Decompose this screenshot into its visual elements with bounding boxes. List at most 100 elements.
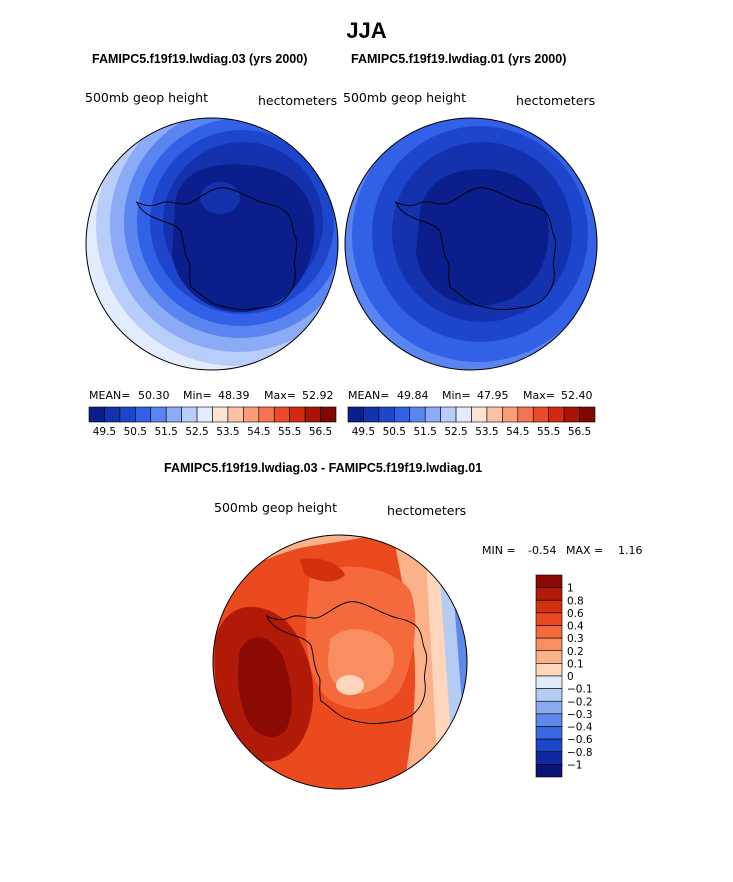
panel2-colorbar-cell: [486, 406, 503, 423]
panel1-mean-label: MEAN=: [89, 389, 131, 402]
panel2-colorbar-cell: [502, 406, 519, 423]
diff-colorbar-cell: [535, 738, 563, 753]
panel1-units-label: hectometers: [258, 93, 338, 108]
panel2-min-value: 47.95: [477, 389, 509, 402]
panel2-case-title: FAMIPC5.f19f19.lwdiag.01 (yrs 2000): [351, 52, 567, 66]
diff-colorbar-cell: [535, 612, 563, 626]
diff-colorbar-tick-label: −0.4: [567, 722, 593, 734]
diff-case-title: FAMIPC5.f19f19.lwdiag.03 - FAMIPC5.f19f1…: [164, 461, 483, 475]
diff-min-value: -0.54: [528, 544, 557, 557]
diff-colorbar-tick-label: −0.6: [567, 734, 593, 746]
panel2-colorbar-cell: [440, 406, 457, 423]
panel1-colorbar-cell: [104, 406, 121, 423]
diff-colorbar-cell: [535, 574, 563, 588]
diff-colorbar-cell: [535, 599, 563, 614]
panel2-colorbar-cell: [548, 406, 565, 423]
panel2-colorbar-tick-label: 50.5: [383, 426, 406, 438]
diff-colorbar-tick-label: 1: [567, 583, 574, 595]
diff-max-value: 1.16: [618, 544, 643, 557]
panel1-colorbar-cell: [150, 406, 167, 423]
panel1-max-value: 52.92: [302, 389, 334, 402]
diff-colorbar-tick-label: 0: [567, 671, 574, 683]
panel1-colorbar-tick-label: 53.5: [216, 426, 239, 438]
panel1-min-label: Min=: [183, 389, 212, 402]
panel1-map-border: [85, 117, 339, 371]
panel1-colorbar-cell: [258, 406, 275, 423]
diff-colorbar-cell: [535, 637, 563, 652]
panel1-colorbar-cell: [135, 406, 152, 423]
diff-colorbar-tick-label: −0.8: [567, 747, 593, 759]
diff-colorbar-cell: [535, 751, 563, 765]
panel2-colorbar-cell: [347, 406, 364, 423]
diff-min-label: MIN =: [482, 544, 516, 557]
diff-colorbar-cell: [535, 726, 563, 740]
panel2-colorbar-cell: [532, 406, 549, 423]
diff-units-label: hectometers: [387, 503, 467, 518]
panel1-colorbar-cell: [304, 406, 321, 423]
diff-colorbar-cell: [535, 688, 563, 702]
diff-colorbar-tick-label: 0.6: [567, 608, 584, 620]
panel2-colorbar-cell: [424, 406, 441, 423]
panel2-units-label: hectometers: [516, 93, 596, 108]
panel1-colorbar: 49.5 50.5 51.5 52.5 53.5 54.5 55.5 56.5: [88, 406, 337, 438]
panel1-colorbar-tick-label: 50.5: [124, 426, 147, 438]
panel2-colorbar-tick-label: 51.5: [413, 426, 436, 438]
panel1-colorbar-tick-label: 54.5: [247, 426, 270, 438]
panel1-colorbar-cell: [320, 406, 337, 423]
panel2-map: [345, 118, 597, 370]
diff-colorbar-cell: [535, 675, 563, 689]
panel2-colorbar-tick-label: 53.5: [475, 426, 498, 438]
panel2-colorbar-cell: [471, 406, 488, 423]
panel1-variable-label: 500mb geop height: [85, 90, 208, 105]
panel1-colorbar-tick-label: 55.5: [278, 426, 301, 438]
panel1-colorbar-tick-label: 52.5: [185, 426, 208, 438]
panel2-colorbar-tick-label: 52.5: [444, 426, 467, 438]
panel1-colorbar-cell: [227, 406, 244, 423]
diff-map: [213, 535, 467, 789]
panel2-colorbar: 49.5 50.5 51.5 52.5 53.5 54.5 55.5 56.5: [347, 406, 596, 438]
panel1-colorbar-tick-label: 56.5: [309, 426, 332, 438]
panel2-colorbar-cell: [563, 406, 580, 423]
panel2-mean-value: 49.84: [397, 389, 429, 402]
panel1-colorbar-cell: [212, 406, 229, 423]
panel1-colorbar-cell: [181, 406, 198, 423]
diff-max-label: MAX =: [566, 544, 604, 557]
diff-colorbar-tick-label: 0.3: [567, 633, 584, 645]
diff-colorbar-cell: [535, 713, 563, 727]
diff-colorbar-tick-label: 0.1: [567, 658, 584, 670]
panel1-colorbar-cell: [273, 406, 290, 423]
panel1-colorbar-cell: [88, 406, 105, 423]
panel2-colorbar-cell: [394, 406, 411, 423]
panel1-min-value: 48.39: [218, 389, 250, 402]
panel2-colorbar-cell: [363, 406, 380, 423]
diff-colorbar-cell: [535, 663, 563, 677]
panel1-colorbar-tick-label: 51.5: [154, 426, 177, 438]
diff-colorbar-cell: [535, 587, 563, 601]
panel1-colorbar-cell: [165, 406, 182, 423]
diff-colorbar: 10.80.60.40.30.20.10−0.1−0.2−0.3−0.4−0.6…: [535, 574, 593, 778]
panel2-mean-label: MEAN=: [348, 389, 390, 402]
diff-colorbar-cell: [535, 625, 563, 639]
panel1-colorbar-cell: [196, 406, 213, 423]
diff-colorbar-tick-label: 0.8: [567, 595, 584, 607]
diff-colorbar-tick-label: −0.2: [567, 696, 593, 708]
diff-colorbar-tick-label: 0.4: [567, 621, 584, 633]
panel1-map: [86, 118, 338, 370]
diff-colorbar-cell: [535, 700, 563, 715]
panel1-case-title: FAMIPC5.f19f19.lwdiag.03 (yrs 2000): [92, 52, 308, 66]
diff-colorbar-cell: [535, 764, 563, 778]
panel2-colorbar-cell: [409, 406, 426, 423]
diff-colorbar-tick-label: −0.1: [567, 684, 593, 696]
panel2-max-value: 52.40: [561, 389, 593, 402]
panel1-mean-value: 50.30: [138, 389, 170, 402]
panel2-colorbar-tick-label: 55.5: [537, 426, 560, 438]
panel1-colorbar-tick-label: 49.5: [93, 426, 116, 438]
panel2-map-border: [344, 117, 598, 371]
panel2-colorbar-cell: [517, 406, 534, 423]
diff-colorbar-tick-label: −0.3: [567, 709, 593, 721]
panel2-colorbar-tick-label: 49.5: [352, 426, 375, 438]
panel1-colorbar-cell: [119, 406, 136, 423]
panel2-max-label: Max=: [523, 389, 555, 402]
diff-variable-label: 500mb geop height: [214, 500, 337, 515]
